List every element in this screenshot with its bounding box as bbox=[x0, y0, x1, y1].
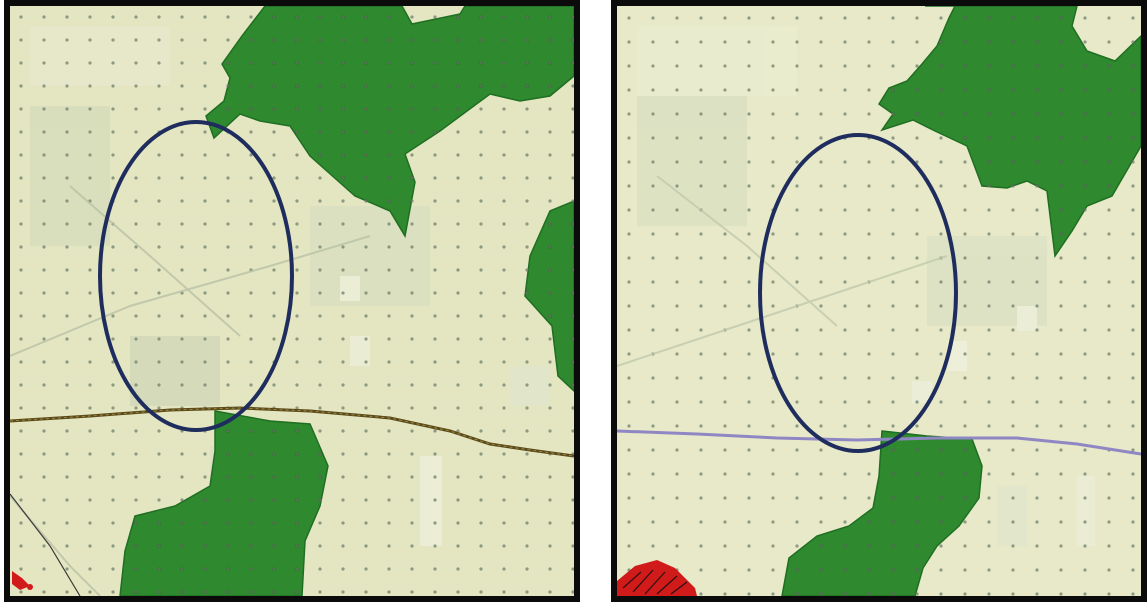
tracks bbox=[617, 175, 948, 367]
highlight-ellipse bbox=[98, 120, 294, 432]
map-right-canvas bbox=[617, 6, 1141, 596]
highlight-ellipse bbox=[758, 133, 958, 453]
grid-dots bbox=[617, 6, 1141, 596]
red-marker bbox=[12, 571, 33, 590]
red-marker bbox=[617, 560, 697, 596]
map-left-canvas bbox=[10, 6, 574, 596]
dark-track bbox=[10, 493, 81, 596]
map-panel-left bbox=[4, 0, 580, 602]
map-panel-right bbox=[611, 0, 1147, 602]
